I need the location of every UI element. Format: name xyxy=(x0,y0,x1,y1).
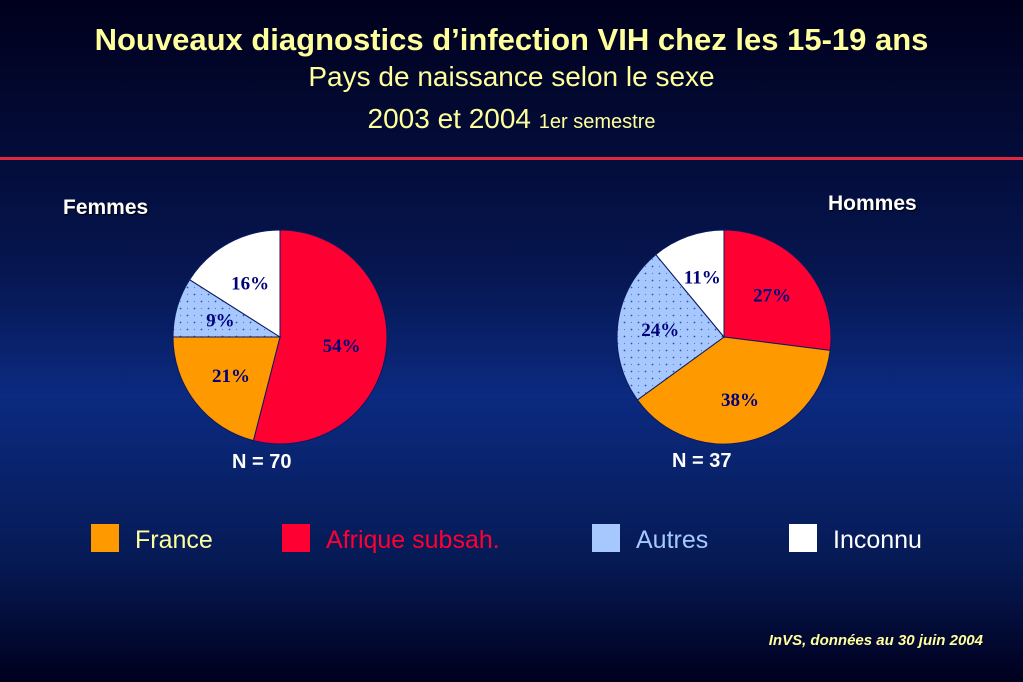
pie-label-afrique-subsah: 54% xyxy=(323,336,361,357)
legend-swatch-inconnu xyxy=(789,524,817,552)
pie-slice-france xyxy=(636,336,831,445)
sample-size-hommes: N = 37 xyxy=(672,450,732,472)
pie-slice-afrique-subsah xyxy=(723,229,832,351)
pie-chart-hommes: 27% 38% 24% 11% xyxy=(616,229,832,445)
period-semester: 1er semestre xyxy=(538,111,656,133)
slide-period: 2003 et 2004 1er semestre xyxy=(0,102,1023,139)
pie-label-afrique-subsah: 27% xyxy=(753,286,791,307)
slide-title: Nouveaux diagnostics d’infection VIH che… xyxy=(94,22,929,57)
legend-label-autres: Autres xyxy=(636,526,709,554)
pie-label-inconnu: 16% xyxy=(231,274,269,295)
pie-label-inconnu: 11% xyxy=(684,268,721,289)
panel-title-hommes: Hommes xyxy=(828,192,917,215)
pie-slice-afrique-subsah xyxy=(252,229,388,445)
source-note: InVS, données au 30 juin 2004 xyxy=(768,632,983,649)
legend-swatch-france xyxy=(91,524,119,552)
legend-swatch-afrique-subsah xyxy=(282,524,310,552)
pie-slice-autres xyxy=(616,253,725,401)
panel-title-femmes: Femmes xyxy=(63,196,149,219)
pie-label-france: 21% xyxy=(212,366,250,387)
slide-subtitle: Pays de naissance selon le sexe xyxy=(308,61,715,92)
pie-slice-inconnu xyxy=(655,229,725,339)
legend-label-france: France xyxy=(135,526,213,554)
legend-label-inconnu: Inconnu xyxy=(833,526,922,554)
pie-label-autres: 9% xyxy=(206,311,235,332)
period-years: 2003 et 2004 xyxy=(367,103,532,134)
pie-label-france: 38% xyxy=(721,390,759,411)
pie-label-autres: 24% xyxy=(641,320,679,341)
pie-slice-inconnu xyxy=(188,229,281,338)
legend-swatch-autres xyxy=(592,524,620,552)
pie-chart-femmes: 54% 21% 9% 16% xyxy=(172,229,388,445)
sample-size-femmes: N = 70 xyxy=(232,451,292,473)
title-divider xyxy=(0,157,1023,160)
pie-slice-france xyxy=(172,336,281,442)
legend-label-afrique-subsah: Afrique subsah. xyxy=(326,526,500,554)
